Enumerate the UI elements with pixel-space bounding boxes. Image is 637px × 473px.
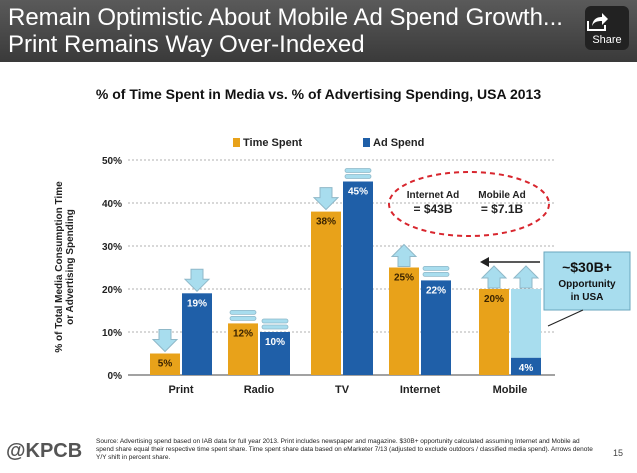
- bars: [150, 181, 541, 375]
- bar-value-label: 20%: [484, 294, 504, 305]
- down-arrow-icon: [183, 268, 211, 293]
- callout-connector: [547, 309, 584, 327]
- category-label: Mobile: [493, 384, 528, 396]
- bar-value-label: 5%: [158, 359, 173, 370]
- y-tick-label: 40%: [102, 199, 122, 210]
- flat-marker-icon: [344, 174, 372, 179]
- ad-spend-bar: [421, 280, 451, 375]
- highlight-oval: [388, 171, 550, 237]
- opportunity-amount: ~$30B+: [562, 259, 612, 275]
- down-arrow-icon: [312, 187, 340, 211]
- flat-marker-icon: [422, 271, 450, 277]
- time-spent-bar: [311, 211, 341, 375]
- category-label: Radio: [244, 384, 275, 396]
- y-tick-label: 0%: [108, 371, 123, 382]
- bar-value-label: 12%: [233, 328, 253, 339]
- legend-swatch: [363, 138, 370, 147]
- pointer-arrow-head: [480, 257, 489, 267]
- page-number: 15: [612, 448, 623, 458]
- ad-spend-bar: [343, 181, 373, 375]
- slide-title-line-2: Print Remains Way Over-Indexed: [8, 31, 365, 58]
- legend-label: Ad Spend: [373, 137, 424, 149]
- category-label: Internet: [400, 384, 441, 396]
- time-spent-bar: [479, 289, 509, 375]
- labels: 0% 10% 20% 30% 40% 50% % of Total Media Consum…: [54, 137, 631, 396]
- up-arrow-icon: [480, 265, 508, 289]
- bar-value-label: 10%: [265, 337, 285, 348]
- legend-swatch: [233, 138, 240, 147]
- annotation-background: [511, 289, 541, 358]
- title-bar: Remain Optimistic About Mobile Ad Spend …: [0, 0, 637, 62]
- bar-value-label: 25%: [394, 273, 414, 284]
- ad-spend-bar: [260, 332, 290, 375]
- slide-title-line-1: Remain Optimistic About Mobile Ad Spend …: [8, 4, 563, 31]
- share-button[interactable]: Share: [585, 6, 629, 50]
- shift-arrows: [151, 168, 540, 353]
- category-label: TV: [335, 384, 350, 396]
- y-tick-label: 20%: [102, 285, 122, 296]
- bar-value-label: 4%: [519, 363, 534, 374]
- opportunity-callout: [543, 251, 631, 311]
- flat-marker-icon: [229, 315, 257, 321]
- time-spent-bar: [389, 267, 419, 375]
- category-label: Print: [168, 384, 193, 396]
- ad-spend-bar: [511, 357, 541, 375]
- share-icon: [587, 13, 608, 31]
- internet-ad-value: = $43B: [413, 202, 452, 216]
- y-axis-title: or Advertising Spending: [65, 209, 76, 325]
- share-label: Share: [592, 34, 622, 46]
- ad-spend-bar: [182, 293, 212, 375]
- flat-marker-icon: [422, 265, 450, 271]
- kpcb-logo: @KPCB: [6, 440, 83, 462]
- opportunity-line-3: in USA: [571, 292, 604, 303]
- flat-marker-icon: [229, 309, 257, 315]
- y-axis-title: % of Total Media Consumption Time: [54, 181, 65, 353]
- internet-ad-label: Internet Ad: [407, 190, 459, 201]
- opportunity-fill: [511, 289, 541, 358]
- down-arrow-icon: [151, 329, 179, 353]
- flat-marker-icon: [344, 168, 372, 173]
- time-spent-bar: [228, 323, 258, 375]
- chart: 0% 10% 20% 30% 40% 50% % of Total Media Consum…: [54, 137, 631, 396]
- flat-marker-icon: [261, 324, 289, 330]
- bar-value-label: 45%: [348, 187, 368, 198]
- bar-value-label: 19%: [187, 298, 207, 309]
- up-arrow-icon: [512, 265, 540, 289]
- mobile-ad-value: = $7.1B: [481, 202, 524, 216]
- chart-title: % of Time Spent in Media vs. % of Advert…: [95, 86, 542, 102]
- flat-marker-icon: [261, 318, 289, 324]
- legend-label: Time Spent: [243, 137, 302, 149]
- y-tick-label: 30%: [102, 242, 122, 253]
- bar-value-label: 22%: [426, 285, 446, 296]
- up-arrow-icon: [390, 243, 418, 267]
- source-footnote: Source: Advertising spend based on IAB d…: [96, 438, 593, 461]
- y-tick-label: 10%: [102, 328, 122, 339]
- bar-value-label: 38%: [316, 217, 336, 228]
- y-tick-label: 50%: [102, 156, 122, 167]
- mobile-ad-label: Mobile Ad: [478, 190, 525, 201]
- time-spent-bar: [150, 353, 180, 375]
- opportunity-line-2: Opportunity: [558, 279, 616, 290]
